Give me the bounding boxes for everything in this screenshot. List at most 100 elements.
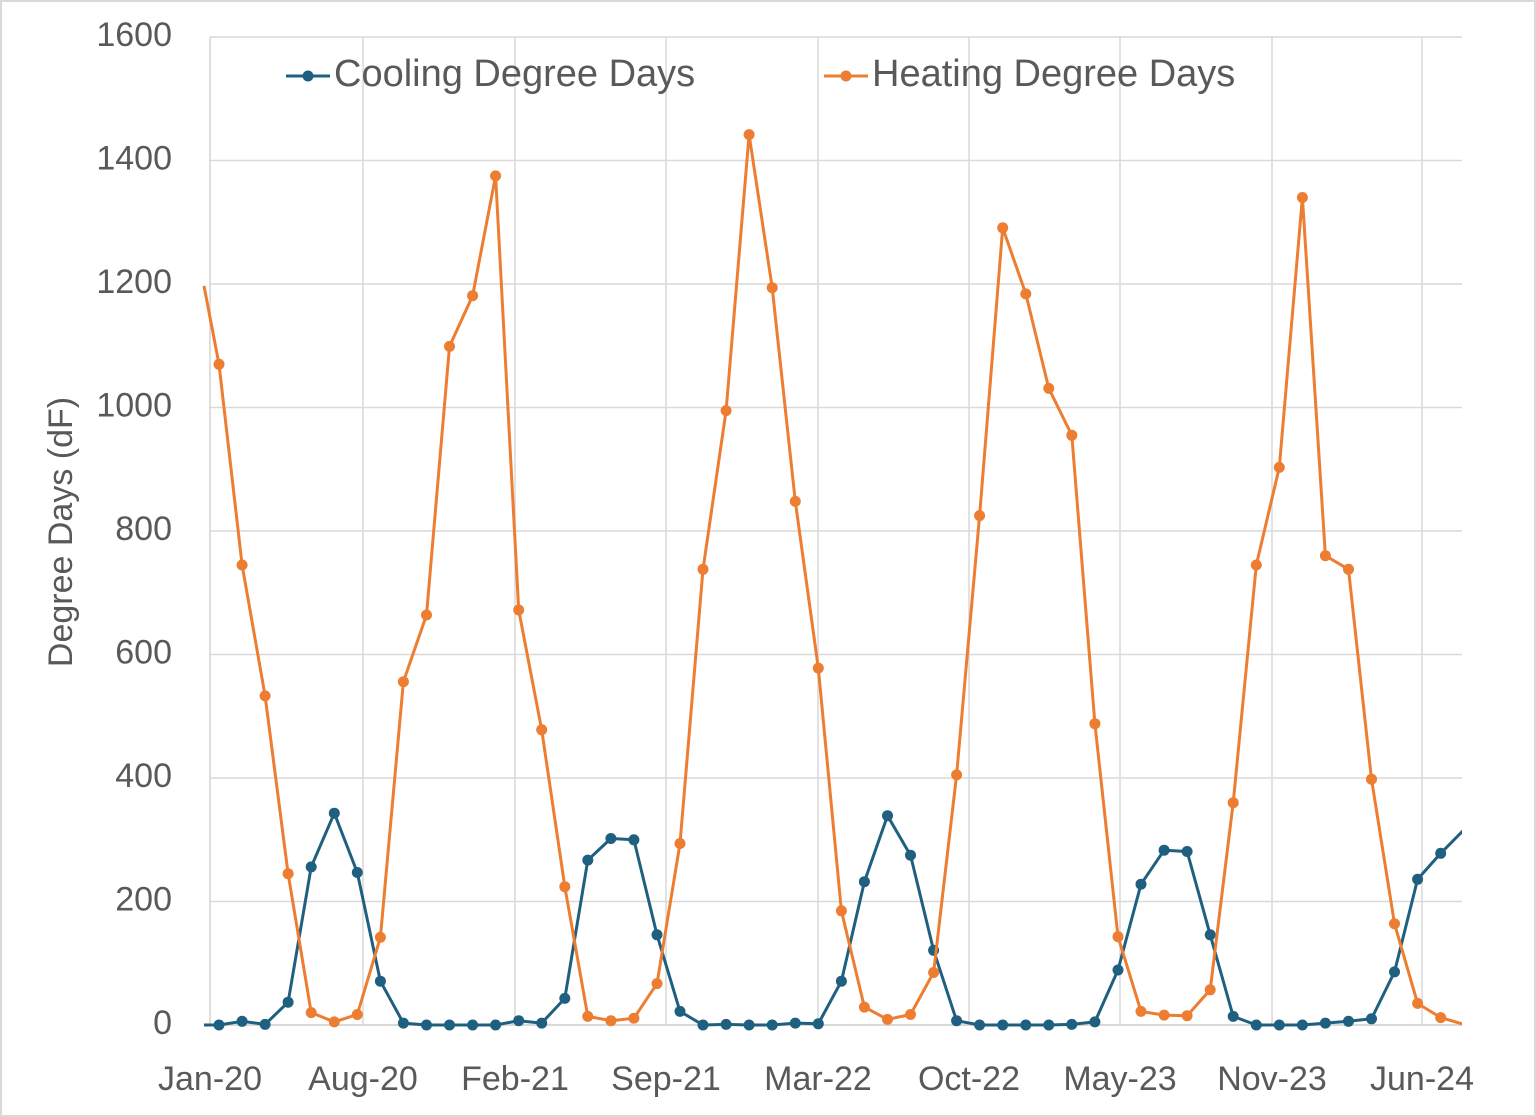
y-tick-label: 600: [115, 633, 172, 671]
data-point: [951, 1015, 963, 1027]
data-point: [882, 1013, 893, 1025]
data-point: [397, 676, 409, 688]
x-tick-label: Jun-24: [1370, 1060, 1474, 1098]
data-point: [1296, 1019, 1308, 1031]
y-tick-label: 1000: [96, 386, 172, 424]
data-point: [397, 1017, 409, 1029]
data-point: [974, 510, 986, 522]
data-point: [1273, 1019, 1285, 1031]
data-point: [628, 1012, 640, 1024]
data-point: [536, 724, 548, 736]
data-point: [1158, 1009, 1170, 1021]
data-point: [351, 1009, 363, 1020]
data-point: [1066, 1018, 1078, 1030]
data-point: [1043, 382, 1055, 394]
data-point: [743, 1019, 755, 1031]
data-point: [1204, 984, 1216, 996]
data-point: [282, 868, 294, 880]
y-tick-label: 1400: [96, 139, 172, 177]
data-point: [605, 1015, 617, 1027]
data-point: [1135, 1005, 1147, 1017]
data-point: [1112, 931, 1124, 943]
data-point: [559, 992, 571, 1004]
data-point: [835, 975, 847, 987]
y-tick-label: 800: [115, 510, 172, 548]
data-point: [1250, 559, 1262, 571]
data-point: [1250, 1019, 1262, 1031]
data-point: [720, 405, 732, 417]
data-point: [305, 1007, 317, 1019]
series-cooling: [204, 807, 1462, 1031]
series-line: [202, 133, 1462, 1026]
data-point: [213, 1019, 225, 1031]
data-point: [905, 849, 916, 861]
data-point: [444, 1019, 455, 1031]
data-point: [812, 662, 824, 674]
data-point: [351, 867, 363, 878]
data-point: [1319, 550, 1331, 562]
data-point: [421, 1019, 432, 1031]
data-point: [328, 807, 340, 819]
data-point: [1181, 1010, 1193, 1022]
data-point: [1043, 1019, 1055, 1031]
data-point: [766, 1019, 778, 1031]
data-point: [789, 1017, 801, 1029]
data-point: [1319, 1017, 1331, 1029]
data-point: [951, 769, 963, 781]
data-point: [674, 1005, 686, 1017]
data-point: [259, 1018, 271, 1030]
data-point: [1366, 773, 1377, 785]
data-point: [858, 1001, 870, 1013]
legend: Cooling Degree Days Heating Degree Days: [286, 53, 1235, 95]
data-point: [213, 358, 225, 370]
x-tick-label: May-23: [1063, 1060, 1176, 1098]
data-point: [1389, 918, 1400, 930]
x-axis-ticks: Jan-20 Aug-20 Feb-21 Sep-21 Mar-22 Oct-22 May-…: [158, 1060, 1474, 1098]
data-point: [928, 967, 940, 978]
data-point: [374, 931, 386, 943]
data-point: [997, 1019, 1009, 1031]
legend-item-cooling: Cooling Degree Days: [286, 53, 695, 95]
data-point: [236, 559, 248, 571]
data-point: [1389, 966, 1400, 978]
series-layer: [202, 129, 1462, 1031]
data-point: [812, 1018, 824, 1030]
y-tick-label: 1200: [96, 263, 172, 301]
data-point: [582, 854, 594, 866]
data-point: [421, 609, 432, 621]
data-point: [1273, 461, 1285, 473]
data-point: [628, 834, 640, 846]
data-point: [1066, 429, 1078, 441]
data-point: [467, 1019, 479, 1031]
data-point: [766, 282, 778, 294]
data-point: [1089, 1016, 1101, 1028]
data-point: [720, 1018, 732, 1030]
legend-marker-heating: [840, 70, 852, 82]
data-point: [305, 861, 317, 873]
data-point: [1412, 873, 1424, 885]
y-tick-label: 200: [115, 880, 172, 918]
data-point: [905, 1009, 916, 1020]
data-point: [559, 881, 571, 893]
data-point: [1181, 846, 1193, 857]
data-point: [582, 1010, 594, 1022]
legend-label-cooling: Cooling Degree Days: [334, 53, 695, 95]
legend-marker-cooling: [302, 70, 314, 82]
data-point: [536, 1017, 548, 1029]
data-point: [513, 604, 525, 616]
data-point: [1135, 878, 1147, 890]
data-point: [1020, 288, 1032, 300]
data-point: [513, 1015, 525, 1027]
data-point: [236, 1015, 248, 1027]
data-point: [651, 978, 663, 990]
data-point: [651, 929, 663, 941]
x-tick-label: Nov-23: [1217, 1060, 1327, 1098]
data-point: [374, 975, 386, 987]
data-point: [974, 1019, 986, 1031]
data-point: [1343, 1015, 1354, 1027]
data-point: [743, 129, 755, 141]
data-point: [490, 170, 502, 182]
data-point: [858, 876, 870, 888]
